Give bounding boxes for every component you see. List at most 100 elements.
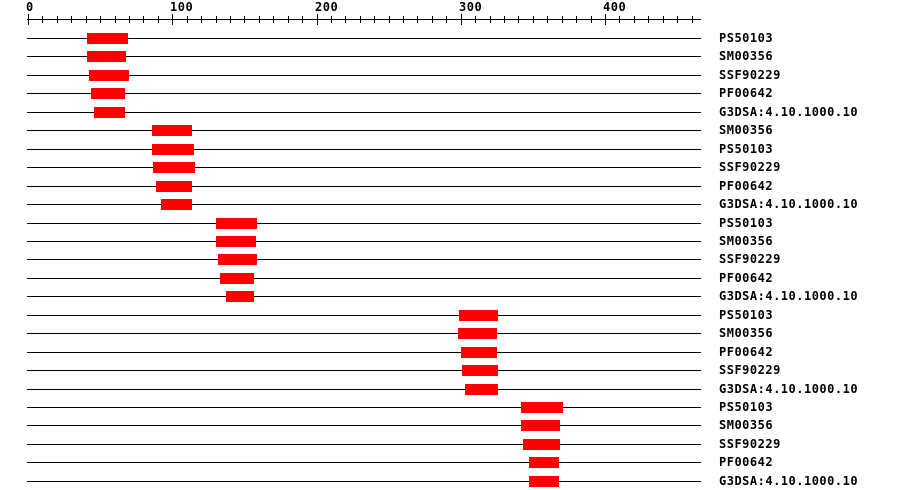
sequence-line (27, 204, 701, 205)
sequence-line (27, 130, 701, 131)
axis-minor-tick (57, 16, 58, 23)
axis-minor-tick (201, 16, 202, 23)
sequence-line (27, 352, 701, 353)
axis-major-tick (172, 14, 173, 25)
domain-bar (152, 144, 194, 155)
domain-bar (161, 199, 192, 210)
axis-major-tick (28, 14, 29, 25)
axis-minor-tick (86, 16, 87, 23)
sequence-line (27, 315, 701, 316)
sequence-line (27, 389, 701, 390)
sequence-line (27, 370, 701, 371)
axis-minor-tick (518, 16, 519, 23)
feature-label: SSF90229 (719, 252, 781, 266)
feature-label: PS50103 (719, 400, 774, 414)
feature-label: SSF90229 (719, 160, 781, 174)
axis-minor-tick (576, 16, 577, 23)
domain-bar (89, 70, 129, 81)
domain-bar (152, 125, 192, 136)
domain-bar (226, 291, 254, 302)
axis-minor-tick (244, 16, 245, 23)
domain-bar (94, 107, 125, 118)
domain-bar (87, 33, 128, 44)
axis-minor-tick (331, 16, 332, 23)
axis-minor-tick (158, 16, 159, 23)
sequence-line (27, 278, 701, 279)
sequence-line (27, 241, 701, 242)
feature-label: SSF90229 (719, 68, 781, 82)
axis-minor-tick (216, 16, 217, 23)
feature-label: PS50103 (719, 308, 774, 322)
sequence-line (27, 186, 701, 187)
domain-bar (91, 88, 125, 99)
domain-bar (465, 384, 498, 395)
domain-bar (220, 273, 254, 284)
feature-label: G3DSA:4.10.1000.10 (719, 474, 859, 488)
domain-bar (216, 218, 257, 229)
feature-label: G3DSA:4.10.1000.10 (719, 105, 859, 119)
domain-bar (218, 254, 257, 265)
feature-label: SSF90229 (719, 363, 781, 377)
axis-minor-tick (533, 16, 534, 23)
axis-minor-tick (446, 16, 447, 23)
feature-label: G3DSA:4.10.1000.10 (719, 197, 859, 211)
axis-minor-tick (302, 16, 303, 23)
axis-minor-tick (648, 16, 649, 23)
domain-bar (458, 328, 497, 339)
axis-minor-tick (143, 16, 144, 23)
axis-minor-tick (259, 16, 260, 23)
axis-tick-label: 300 (459, 0, 483, 14)
feature-label: PS50103 (719, 31, 774, 45)
domain-bar (523, 439, 560, 450)
axis-minor-tick (42, 16, 43, 23)
axis-minor-tick (187, 16, 188, 23)
axis-minor-tick (504, 16, 505, 23)
feature-label: SM00356 (719, 234, 774, 248)
axis-minor-tick (115, 16, 116, 23)
domain-bar (521, 402, 563, 413)
axis-minor-tick (547, 16, 548, 23)
axis-minor-tick (591, 16, 592, 23)
domain-bar (87, 51, 126, 62)
domain-bar (529, 476, 559, 487)
axis-minor-tick (619, 16, 620, 23)
feature-label: SM00356 (719, 418, 774, 432)
feature-label: SSF90229 (719, 437, 781, 451)
axis-minor-tick (677, 16, 678, 23)
sequence-line (27, 38, 701, 39)
feature-label: SM00356 (719, 123, 774, 137)
axis-minor-tick (345, 16, 346, 23)
sequence-line (27, 223, 701, 224)
domain-bar (461, 347, 497, 358)
sequence-line (27, 444, 701, 445)
axis-minor-tick (374, 16, 375, 23)
sequence-line (27, 425, 701, 426)
domain-bar (529, 457, 559, 468)
feature-label: PS50103 (719, 216, 774, 230)
axis-minor-tick (71, 16, 72, 23)
sequence-line (27, 333, 701, 334)
sequence-line (27, 462, 701, 463)
axis-minor-tick (490, 16, 491, 23)
axis-minor-tick (360, 16, 361, 23)
domain-bar (462, 365, 498, 376)
axis-major-tick (605, 14, 606, 25)
sequence-line (27, 296, 701, 297)
axis-minor-tick (129, 16, 130, 23)
sequence-line (27, 481, 701, 482)
sequence-line (27, 407, 701, 408)
axis-minor-tick (230, 16, 231, 23)
domain-bar (216, 236, 256, 247)
axis-tick-label: 200 (315, 0, 339, 14)
axis-tick-label: 0 (26, 0, 34, 14)
feature-label: PF00642 (719, 345, 774, 359)
axis-minor-tick (692, 16, 693, 23)
feature-label: PS50103 (719, 142, 774, 156)
feature-label: SM00356 (719, 326, 774, 340)
axis-minor-tick (273, 16, 274, 23)
axis-minor-tick (403, 16, 404, 23)
sequence-line (27, 259, 701, 260)
feature-label: PF00642 (719, 86, 774, 100)
axis-minor-tick (663, 16, 664, 23)
